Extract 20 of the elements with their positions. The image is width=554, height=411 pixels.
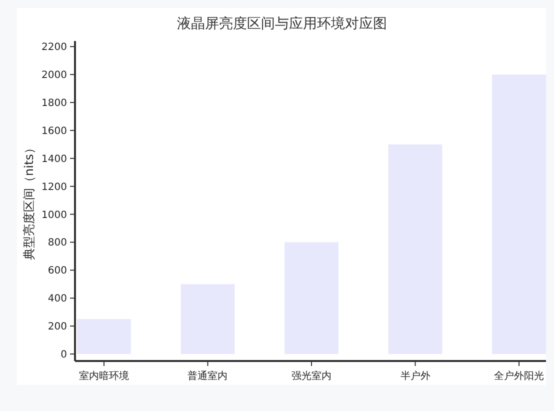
y-tick-label: 1200 <box>42 182 67 193</box>
bar <box>77 319 131 354</box>
y-tick-label: 2200 <box>42 42 67 54</box>
x-tick-label: 强光室内 <box>292 370 332 382</box>
y-tick-label: 2000 <box>42 70 67 82</box>
y-tick-label: 200 <box>48 322 67 333</box>
x-tick-label: 室内暗环境 <box>78 370 129 382</box>
y-tick-label: 0 <box>60 350 67 361</box>
y-tick-label: 400 <box>48 294 67 305</box>
y-tick-label: 1600 <box>42 126 67 137</box>
y-tick-label: 600 <box>48 266 67 277</box>
y-tick-label: 1000 <box>42 210 67 221</box>
y-tick-label: 800 <box>48 238 67 249</box>
x-tick-label: 普通室内 <box>188 370 228 382</box>
y-tick-label: 1800 <box>42 98 67 109</box>
x-tick-label: 半户外 <box>400 370 430 382</box>
x-tick-label: 全户外阳光 <box>494 370 544 382</box>
y-axis-title: 典型亮度区间（nits） <box>22 142 36 260</box>
y-tick-label: 1400 <box>42 154 67 165</box>
chart-title: 液晶屏亮度区间与应用环境对应图 <box>177 16 387 32</box>
